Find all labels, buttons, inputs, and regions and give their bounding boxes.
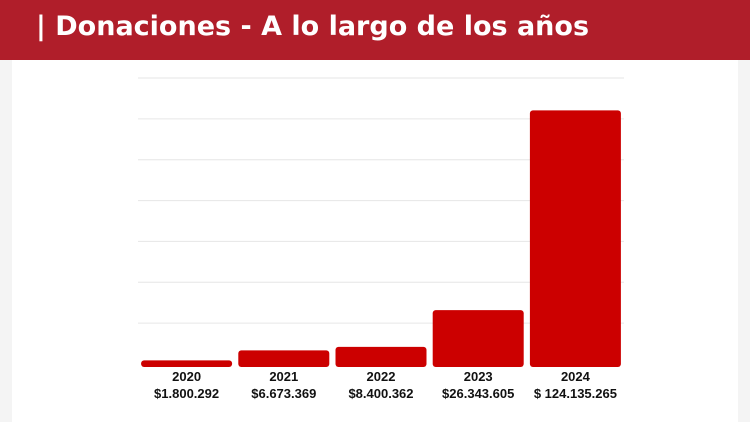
x-tick-label-2024: 2024 xyxy=(561,369,591,384)
bar-2020 xyxy=(141,360,233,367)
axis-labels: 2020 $1.800.292 2021 $6.673.369 2022 $8.400.3… xyxy=(154,369,617,401)
value-label-2023: $26.343.605 xyxy=(442,386,514,401)
bar-2024 xyxy=(529,110,621,367)
bar-2022 xyxy=(335,346,427,367)
header-bar: | Donaciones - A lo largo de los años xyxy=(0,0,750,60)
value-label-2021: $6.673.369 xyxy=(251,386,316,401)
bars xyxy=(141,110,621,367)
x-tick-label-2023: 2023 xyxy=(464,369,493,384)
right-margin-strip xyxy=(738,60,750,422)
bar-2023 xyxy=(432,310,524,367)
x-tick-label-2022: 2022 xyxy=(367,369,396,384)
value-label-2020: $1.800.292 xyxy=(154,386,219,401)
left-margin-strip xyxy=(0,60,12,422)
value-label-2024: $ 124.135.265 xyxy=(534,386,617,401)
x-tick-label-2020: 2020 xyxy=(172,369,201,384)
bar-2021 xyxy=(238,350,330,367)
x-tick-label-2021: 2021 xyxy=(269,369,298,384)
value-label-2022: $8.400.362 xyxy=(348,386,413,401)
page-title: | Donaciones - A lo largo de los años xyxy=(36,11,590,42)
